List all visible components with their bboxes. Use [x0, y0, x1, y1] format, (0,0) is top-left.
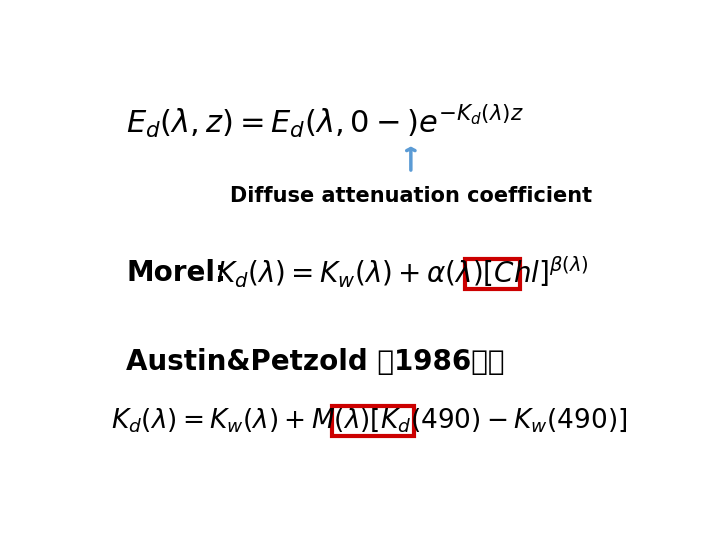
- Text: Diffuse attenuation coefficient: Diffuse attenuation coefficient: [230, 186, 592, 206]
- Text: Austin&Petzold （1986）：: Austin&Petzold （1986）：: [126, 348, 505, 376]
- Text: $K_d(\lambda)=K_w(\lambda)+\alpha(\lambda)[Chl]^{\beta(\lambda)}$: $K_d(\lambda)=K_w(\lambda)+\alpha(\lambd…: [216, 255, 589, 291]
- Text: $K_d(\lambda)=K_w(\lambda)+M(\lambda)[K_d(490)-K_w(490)]$: $K_d(\lambda)=K_w(\lambda)+M(\lambda)[K_…: [111, 406, 627, 434]
- Text: Morel:: Morel:: [126, 259, 226, 287]
- Text: $E_d(\lambda,z)=E_d(\lambda,0-)e^{-K_d(\lambda)z}$: $E_d(\lambda,z)=E_d(\lambda,0-)e^{-K_d(\…: [125, 102, 523, 140]
